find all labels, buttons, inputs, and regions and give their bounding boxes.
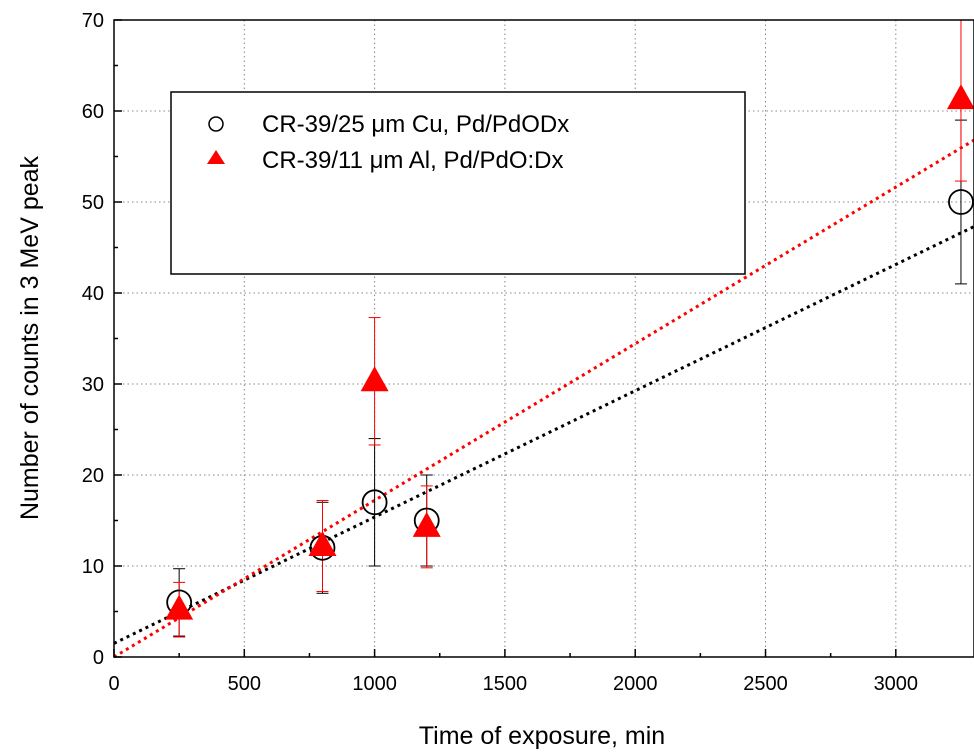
point-series-2 [308,530,337,556]
grid [114,20,974,657]
y-tick-label: 10 [82,556,104,578]
error-bars [173,20,967,638]
legend-box [170,91,746,275]
x-tick-label: 2000 [613,673,658,695]
x-tick-label: 1500 [483,673,528,695]
data-markers [165,84,974,620]
fit-line-series-1 [113,225,974,645]
point-series-2 [412,511,441,537]
x-axis-label: Time of exposure, min [419,722,665,750]
legend-marker-triangle [207,150,225,164]
point-series-2 [165,594,194,620]
point-series-2 [946,84,974,110]
y-tick-label: 20 [82,465,104,487]
x-tick-label: 2500 [743,673,788,695]
x-tick-label: 3000 [874,673,919,695]
y-tick-label: 60 [82,101,104,123]
legend: CR-39/25 μm Cu, Pd/PdODx CR-39/11 μm Al,… [170,91,746,275]
legend-label-series-1: CR-39/25 μm Cu, Pd/PdODx [262,111,569,138]
axis-ticks: 0 500 1000 1500 2000 2500 3000 0 10 20 30 40 50 60 70 [82,10,918,695]
y-tick-label: 40 [82,283,104,305]
y-tick-label: 30 [82,374,104,396]
legend-marker-circle [208,116,224,132]
x-tick-label: 1000 [352,673,397,695]
y-tick-label: 70 [82,10,104,32]
fit-lines [113,138,974,659]
y-tick-label: 50 [82,192,104,214]
point-series-1 [948,189,974,215]
x-tick-label: 0 [108,673,119,695]
y-tick-label: 0 [93,647,104,669]
x-tick-label: 500 [228,673,261,695]
point-series-2 [360,366,389,392]
legend-label-series-2: CR-39/11 μm Al, Pd/PdO:Dx [262,147,564,174]
point-series-1 [361,489,388,516]
y-axis-label: Number of counts in 3 MeV peak [16,155,44,520]
